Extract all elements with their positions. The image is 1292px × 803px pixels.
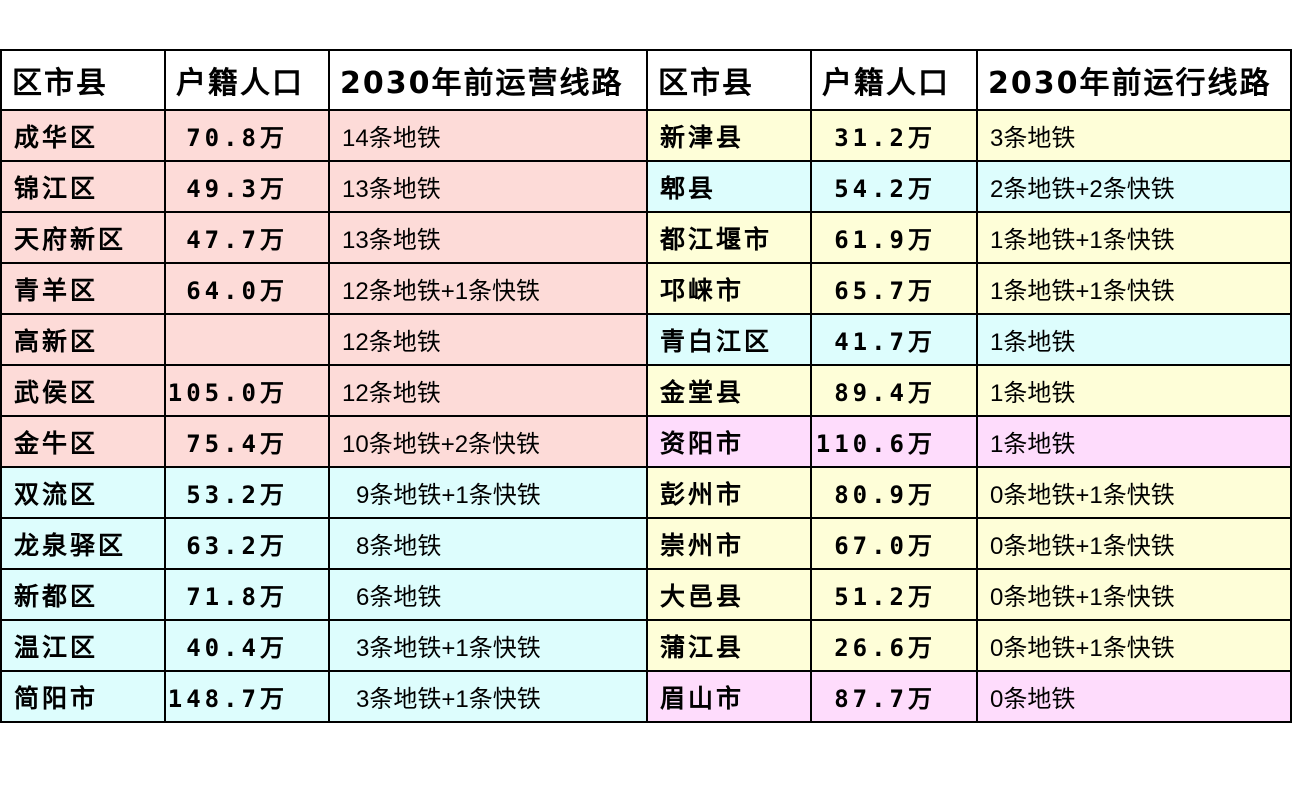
- lines-cell: 14条地铁: [328, 109, 648, 162]
- transit-table: 区市县 户籍人口 2030年前运营线路 区市县 户籍人口 2030年前运行线路 …: [0, 49, 1292, 723]
- table-row: 高新区 12条地铁 青白江区 41.7万 1条地铁: [0, 313, 1292, 366]
- table-row: 温江区 40.4万 3条地铁+1条快铁 蒲江县 26.6万 0条地铁+1条快铁: [0, 619, 1292, 672]
- header-row: 区市县 户籍人口 2030年前运营线路 区市县 户籍人口 2030年前运行线路: [0, 49, 1292, 111]
- lines-cell: 0条地铁+1条快铁: [976, 517, 1292, 570]
- table-body: 成华区 70.8万 14条地铁 新津县 31.2万 3条地铁 锦江区 49.3万 13条地铁 郫县…: [0, 109, 1292, 723]
- population-cell: 31.2万: [810, 109, 978, 162]
- district-cell: 温江区: [0, 619, 166, 672]
- district-cell: 青白江区: [646, 313, 812, 366]
- district-cell: 新都区: [0, 568, 166, 621]
- population-cell: 26.6万: [810, 619, 978, 672]
- population-cell: 41.7万: [810, 313, 978, 366]
- district-cell: 彭州市: [646, 466, 812, 519]
- district-cell: 龙泉驿区: [0, 517, 166, 570]
- district-cell: 新津县: [646, 109, 812, 162]
- header-population-left: 户籍人口: [164, 49, 330, 111]
- district-cell: 资阳市: [646, 415, 812, 468]
- population-cell: 71.8万: [164, 568, 330, 621]
- lines-cell: 0条地铁+1条快铁: [976, 568, 1292, 621]
- lines-cell: 1条地铁: [976, 415, 1292, 468]
- district-cell: 金牛区: [0, 415, 166, 468]
- population-cell: 148.7万: [164, 670, 330, 723]
- lines-cell: 12条地铁+1条快铁: [328, 262, 648, 315]
- lines-cell: 1条地铁+1条快铁: [976, 211, 1292, 264]
- population-cell: 63.2万: [164, 517, 330, 570]
- population-cell: 70.8万: [164, 109, 330, 162]
- table-row: 锦江区 49.3万 13条地铁 郫县 54.2万 2条地铁+2条快铁: [0, 160, 1292, 213]
- district-cell: 青羊区: [0, 262, 166, 315]
- header-lines-left: 2030年前运营线路: [328, 49, 648, 111]
- district-cell: 武侯区: [0, 364, 166, 417]
- population-cell: 54.2万: [810, 160, 978, 213]
- lines-cell: 12条地铁: [328, 313, 648, 366]
- lines-cell: 3条地铁+1条快铁: [328, 670, 648, 723]
- population-cell: 87.7万: [810, 670, 978, 723]
- lines-cell: 13条地铁: [328, 160, 648, 213]
- population-cell: 47.7万: [164, 211, 330, 264]
- population-cell: 51.2万: [810, 568, 978, 621]
- district-cell: 眉山市: [646, 670, 812, 723]
- district-cell: 天府新区: [0, 211, 166, 264]
- header-district-right: 区市县: [646, 49, 812, 111]
- population-cell: 89.4万: [810, 364, 978, 417]
- population-cell: [164, 313, 330, 366]
- table-wrapper: 区市县 户籍人口 2030年前运营线路 区市县 户籍人口 2030年前运行线路 …: [0, 49, 1292, 723]
- table-row: 新都区 71.8万 6条地铁 大邑县 51.2万 0条地铁+1条快铁: [0, 568, 1292, 621]
- population-cell: 65.7万: [810, 262, 978, 315]
- population-cell: 64.0万: [164, 262, 330, 315]
- lines-cell: 0条地铁+1条快铁: [976, 619, 1292, 672]
- lines-cell: 3条地铁: [976, 109, 1292, 162]
- header-district-left: 区市县: [0, 49, 166, 111]
- district-cell: 双流区: [0, 466, 166, 519]
- lines-cell: 9条地铁+1条快铁: [328, 466, 648, 519]
- district-cell: 成华区: [0, 109, 166, 162]
- population-cell: 61.9万: [810, 211, 978, 264]
- table-row: 金牛区 75.4万 10条地铁+2条快铁 资阳市 110.6万 1条地铁: [0, 415, 1292, 468]
- lines-cell: 8条地铁: [328, 517, 648, 570]
- population-cell: 75.4万: [164, 415, 330, 468]
- district-cell: 高新区: [0, 313, 166, 366]
- district-cell: 郫县: [646, 160, 812, 213]
- lines-cell: 3条地铁+1条快铁: [328, 619, 648, 672]
- header-population-right: 户籍人口: [810, 49, 978, 111]
- lines-cell: 1条地铁: [976, 364, 1292, 417]
- header-lines-right: 2030年前运行线路: [976, 49, 1292, 111]
- population-cell: 49.3万: [164, 160, 330, 213]
- population-cell: 53.2万: [164, 466, 330, 519]
- table-row: 武侯区 105.0万 12条地铁 金堂县 89.4万 1条地铁: [0, 364, 1292, 417]
- table-row: 双流区 53.2万 9条地铁+1条快铁 彭州市 80.9万 0条地铁+1条快铁: [0, 466, 1292, 519]
- table-row: 简阳市 148.7万 3条地铁+1条快铁 眉山市 87.7万 0条地铁: [0, 670, 1292, 723]
- population-cell: 67.0万: [810, 517, 978, 570]
- lines-cell: 1条地铁: [976, 313, 1292, 366]
- lines-cell: 0条地铁+1条快铁: [976, 466, 1292, 519]
- table-row: 青羊区 64.0万 12条地铁+1条快铁 邛崃市 65.7万 1条地铁+1条快铁: [0, 262, 1292, 315]
- district-cell: 崇州市: [646, 517, 812, 570]
- district-cell: 锦江区: [0, 160, 166, 213]
- lines-cell: 0条地铁: [976, 670, 1292, 723]
- population-cell: 80.9万: [810, 466, 978, 519]
- table-row: 龙泉驿区 63.2万 8条地铁 崇州市 67.0万 0条地铁+1条快铁: [0, 517, 1292, 570]
- population-cell: 105.0万: [164, 364, 330, 417]
- table-row: 天府新区 47.7万 13条地铁 都江堰市 61.9万 1条地铁+1条快铁: [0, 211, 1292, 264]
- lines-cell: 12条地铁: [328, 364, 648, 417]
- lines-cell: 2条地铁+2条快铁: [976, 160, 1292, 213]
- population-cell: 110.6万: [810, 415, 978, 468]
- table-row: 成华区 70.8万 14条地铁 新津县 31.2万 3条地铁: [0, 109, 1292, 162]
- lines-cell: 13条地铁: [328, 211, 648, 264]
- population-cell: 40.4万: [164, 619, 330, 672]
- district-cell: 邛崃市: [646, 262, 812, 315]
- district-cell: 大邑县: [646, 568, 812, 621]
- district-cell: 简阳市: [0, 670, 166, 723]
- district-cell: 蒲江县: [646, 619, 812, 672]
- lines-cell: 1条地铁+1条快铁: [976, 262, 1292, 315]
- district-cell: 金堂县: [646, 364, 812, 417]
- lines-cell: 6条地铁: [328, 568, 648, 621]
- district-cell: 都江堰市: [646, 211, 812, 264]
- lines-cell: 10条地铁+2条快铁: [328, 415, 648, 468]
